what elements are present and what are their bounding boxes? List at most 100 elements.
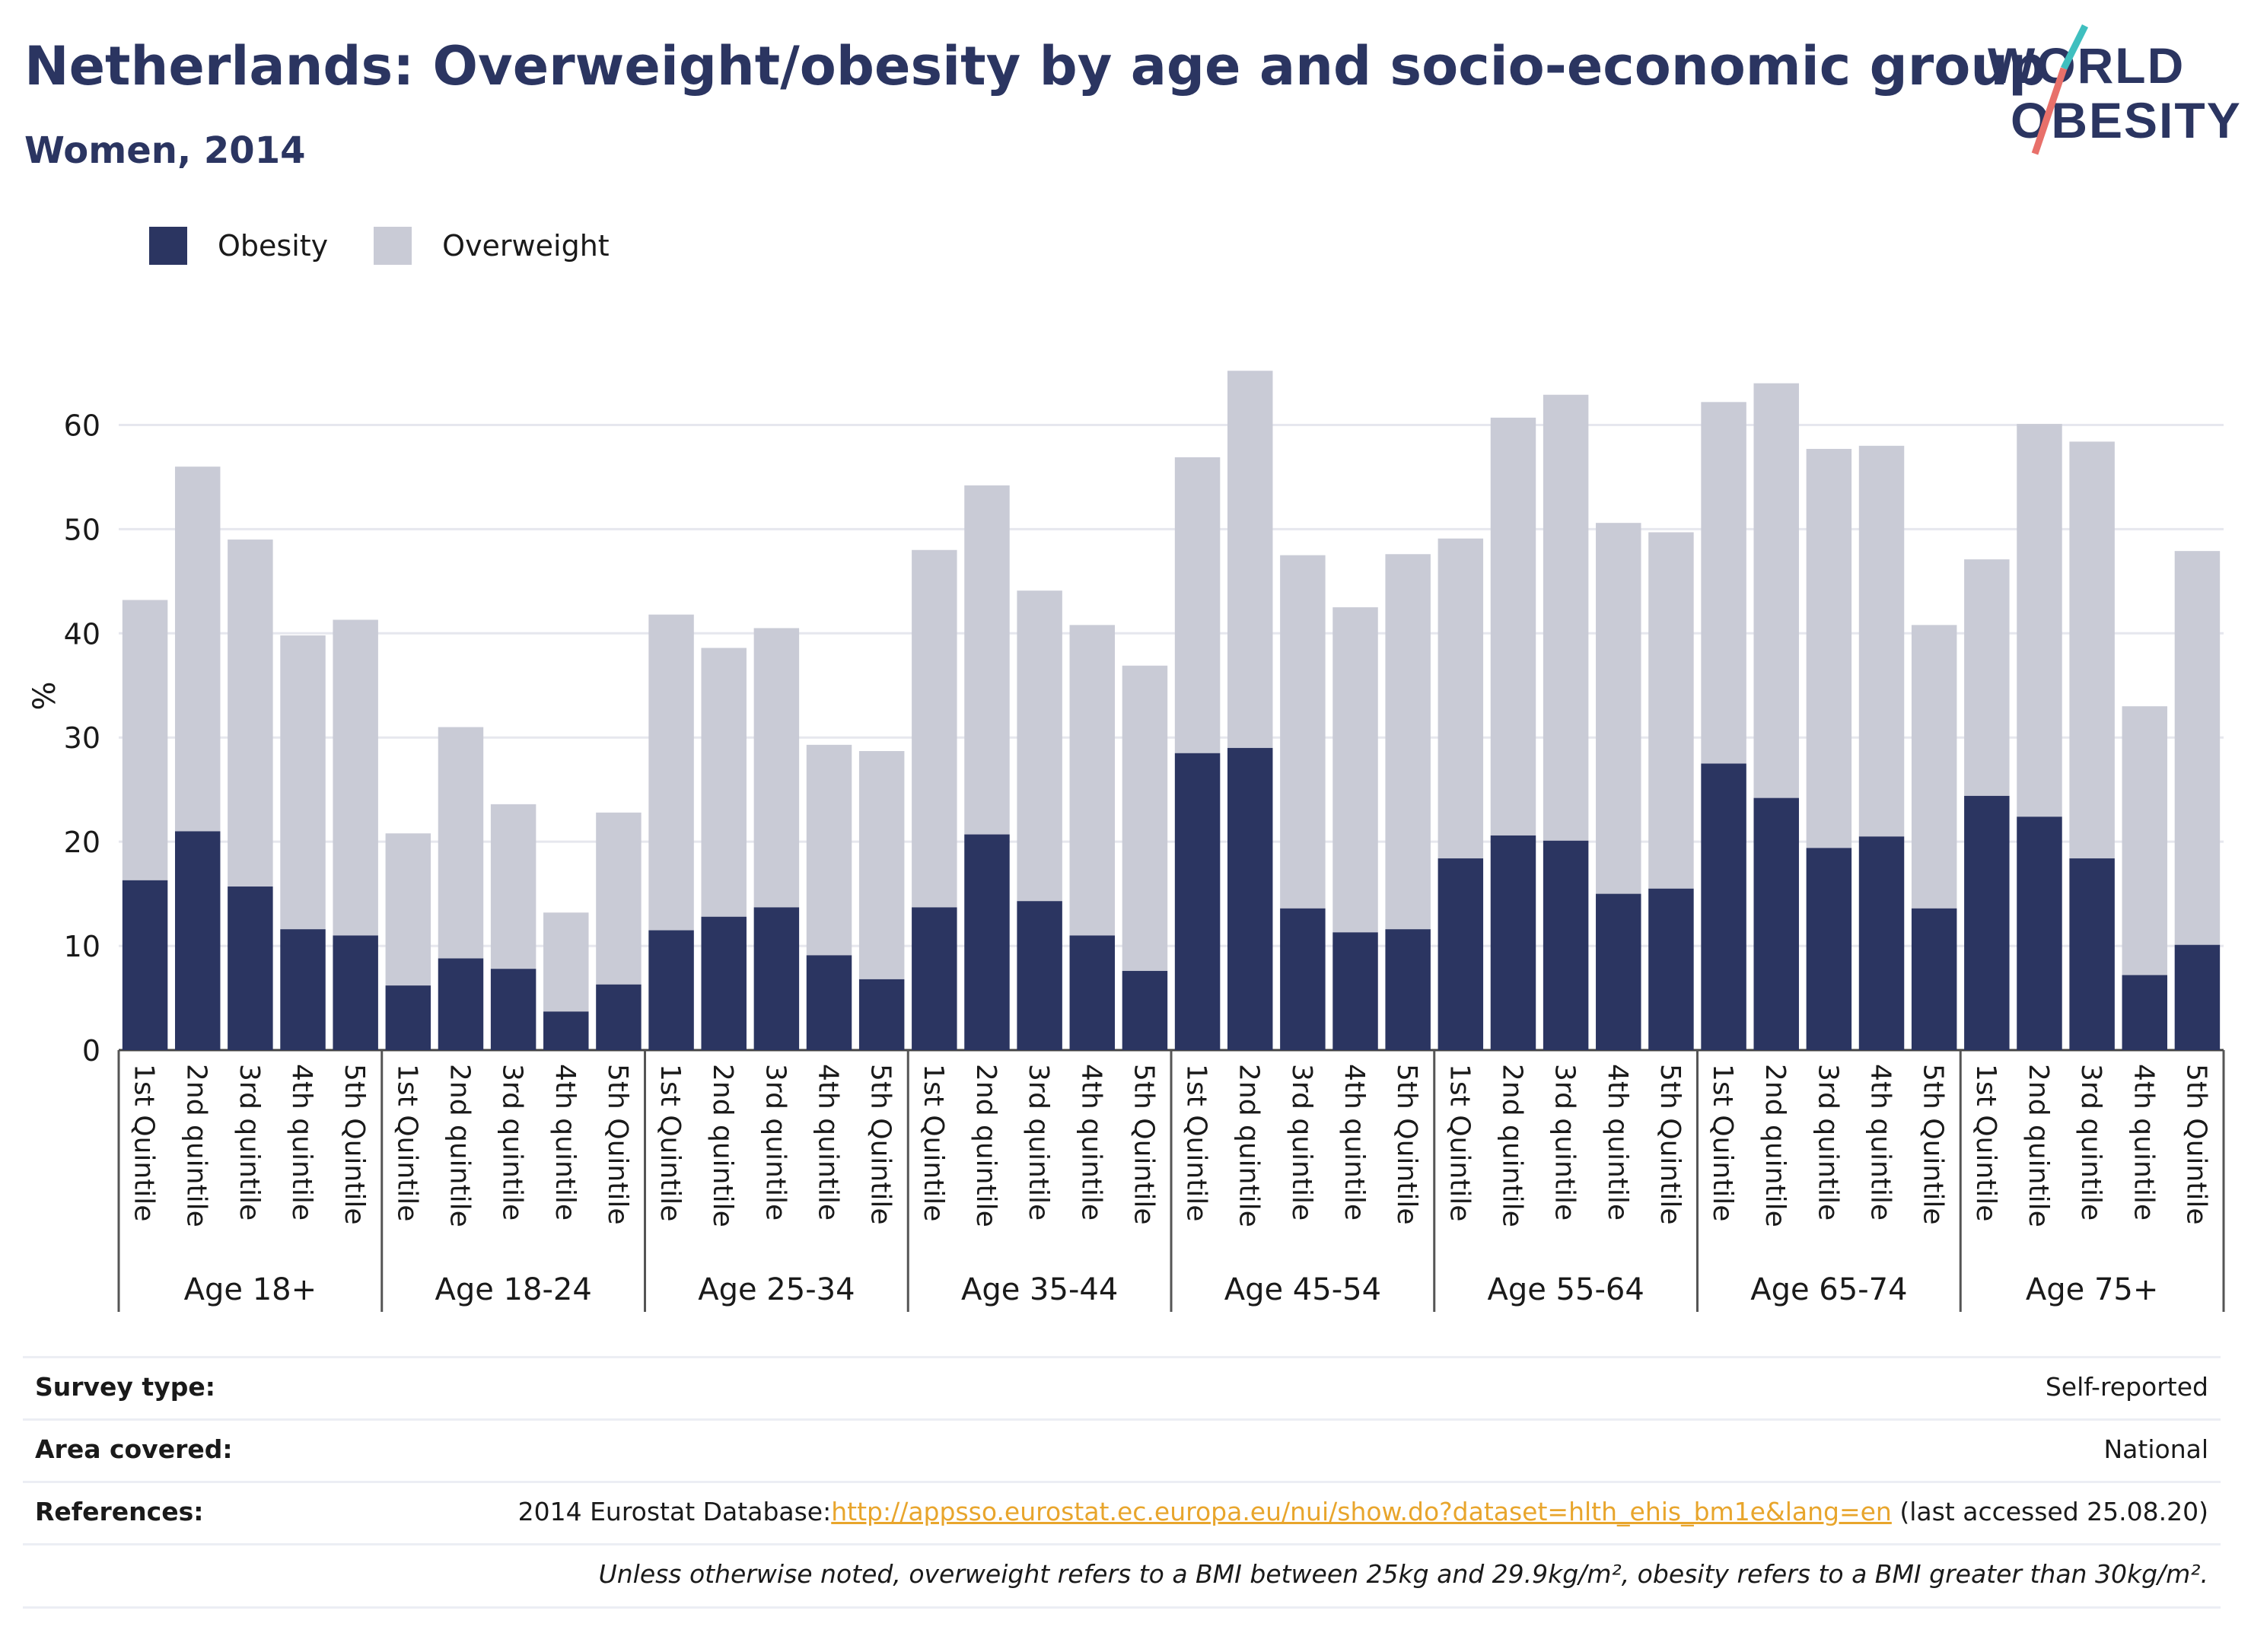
legend-swatch-obesity: [149, 227, 187, 265]
y-tick-label: 60: [64, 409, 100, 442]
bar-overweight: [1385, 554, 1431, 930]
x-tick-label: 1st Quintile: [129, 1064, 160, 1221]
bar-obesity: [858, 979, 905, 1050]
footer-row-survey-type: Survey type: Self-reported: [23, 1356, 2221, 1419]
bar-obesity: [1964, 795, 2010, 1050]
y-tick-label: 30: [64, 721, 100, 755]
bar-obesity: [1701, 763, 1746, 1050]
bar-obesity: [1596, 893, 1641, 1050]
x-tick-label: 2nd quintile: [181, 1064, 212, 1227]
x-tick-label: 3rd quintile: [1549, 1064, 1581, 1221]
bar-obesity: [1753, 797, 1799, 1050]
logo-slash-icon: [2031, 24, 2089, 155]
bar-overweight: [1858, 445, 1905, 837]
group-label: Age 35-44: [961, 1272, 1118, 1307]
x-tick-label: 5th Quintile: [339, 1064, 370, 1225]
bar-obesity: [2017, 816, 2062, 1050]
bar-overweight: [1490, 417, 1536, 836]
world-obesity-logo: WORLD OBESITY: [1988, 23, 2240, 160]
references-label: References:: [35, 1497, 204, 1526]
x-tick-label: 2nd quintile: [444, 1064, 475, 1227]
group-label: Age 65-74: [1750, 1272, 1907, 1307]
bar-overweight: [1806, 448, 1852, 848]
bar-obesity: [912, 907, 957, 1050]
x-tick-label: 2nd quintile: [1234, 1064, 1265, 1227]
references-link[interactable]: http://appsso.eurostat.ec.europa.eu/nui/…: [831, 1497, 1892, 1526]
bar-overweight: [438, 727, 484, 959]
bar-overweight: [1911, 625, 1957, 909]
bmi-definition-note: Unless otherwise noted, overweight refer…: [598, 1559, 2208, 1589]
bar-obesity: [1174, 753, 1221, 1050]
bar-overweight: [490, 804, 536, 969]
bar-obesity: [1543, 840, 1589, 1050]
bar-obesity: [333, 935, 378, 1050]
bar-obesity: [596, 984, 642, 1050]
bar-obesity: [2122, 975, 2168, 1050]
bar-obesity: [543, 1011, 589, 1050]
x-tick-label: 1st Quintile: [1970, 1064, 2001, 1221]
bar-obesity: [2069, 858, 2115, 1050]
x-tick-label: 2nd quintile: [707, 1064, 738, 1227]
survey-type-label: Survey type:: [35, 1372, 215, 1402]
references-prefix: 2014 Eurostat Database:: [517, 1497, 832, 1526]
references-suffix: (last accessed 25.08.20): [1891, 1497, 2208, 1526]
group-label: Age 45-54: [1224, 1272, 1381, 1307]
bar-obesity: [964, 834, 1010, 1050]
bar-overweight: [280, 635, 326, 930]
footer-row-references: References: 2014 Eurostat Database:http:…: [23, 1481, 2221, 1544]
bar-overweight: [122, 600, 168, 880]
x-tick-label: 4th quintile: [1075, 1064, 1106, 1221]
bar-overweight: [1122, 665, 1168, 971]
bar-obesity: [1280, 908, 1326, 1050]
bar-obesity: [228, 886, 273, 1050]
bar-overweight: [806, 744, 852, 956]
x-tick-label: 3rd quintile: [1023, 1064, 1054, 1221]
group-label: Age 25-34: [698, 1272, 855, 1307]
bar-overweight: [596, 812, 642, 985]
bar-overweight: [228, 540, 273, 887]
bar-obesity: [1911, 908, 1957, 1050]
bar-obesity: [1806, 848, 1852, 1050]
x-tick-label: 4th quintile: [813, 1064, 844, 1221]
x-tick-label: 4th quintile: [2128, 1064, 2159, 1221]
legend-label-overweight: Overweight: [442, 229, 610, 263]
bar-overweight: [1227, 371, 1273, 748]
group-label: Age 55-64: [1487, 1272, 1644, 1307]
x-tick-label: 5th Quintile: [1918, 1064, 1949, 1225]
bar-obesity: [2174, 944, 2221, 1050]
x-tick-label: 3rd quintile: [1286, 1064, 1317, 1221]
x-tick-label: 2nd quintile: [970, 1064, 1001, 1227]
y-tick-label: 20: [64, 826, 100, 859]
x-tick-label: 5th Quintile: [865, 1064, 896, 1225]
x-tick-label: 1st Quintile: [391, 1064, 422, 1221]
bar-overweight: [912, 549, 957, 908]
x-tick-label: 2nd quintile: [1496, 1064, 1527, 1227]
x-tick-label: 2nd quintile: [2023, 1064, 2054, 1227]
bar-overweight: [701, 648, 747, 917]
chart-legend: Obesity Overweight: [149, 227, 655, 265]
y-tick-label: 0: [82, 1034, 100, 1068]
bar-overweight: [2174, 551, 2221, 945]
x-tick-label: 4th quintile: [1865, 1064, 1896, 1221]
y-tick-label: 10: [64, 930, 100, 963]
x-tick-label: 1st Quintile: [1707, 1064, 1738, 1221]
legend-swatch-overweight: [374, 227, 412, 265]
bar-overweight: [2122, 706, 2168, 976]
x-tick-label: 3rd quintile: [497, 1064, 528, 1221]
bar-overweight: [1174, 457, 1221, 753]
bar-obesity: [1227, 747, 1273, 1050]
x-tick-label: 5th Quintile: [602, 1064, 633, 1225]
y-tick-label: 40: [64, 617, 100, 651]
bar-obesity: [1122, 970, 1168, 1050]
bar-obesity: [490, 969, 536, 1050]
x-tick-label: 4th quintile: [549, 1064, 581, 1221]
bar-overweight: [1543, 394, 1589, 841]
bar-obesity: [1332, 932, 1378, 1050]
group-label: Age 18-24: [435, 1272, 591, 1307]
bar-obesity: [385, 985, 431, 1050]
page-title: Netherlands: Overweight/obesity by age a…: [24, 35, 2047, 97]
x-tick-label: 3rd quintile: [234, 1064, 265, 1221]
bar-overweight: [1017, 590, 1062, 902]
bar-obesity: [1069, 935, 1116, 1050]
x-tick-label: 3rd quintile: [1812, 1064, 1843, 1221]
